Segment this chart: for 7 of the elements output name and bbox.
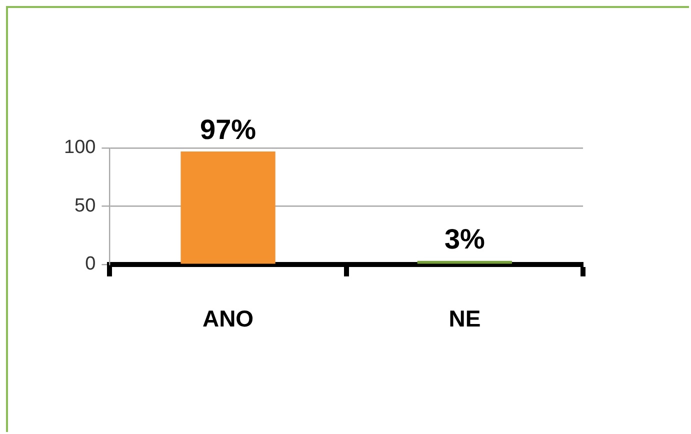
- data-label: 97%: [200, 114, 256, 146]
- x-tick-label: ANO: [202, 306, 254, 332]
- y-tick-label: 100: [64, 137, 96, 158]
- data-label: 3%: [444, 224, 486, 255]
- y-tick-label: 50: [74, 195, 96, 216]
- y-tick-label: 0: [85, 254, 96, 275]
- x-tick-label: NE: [448, 306, 481, 332]
